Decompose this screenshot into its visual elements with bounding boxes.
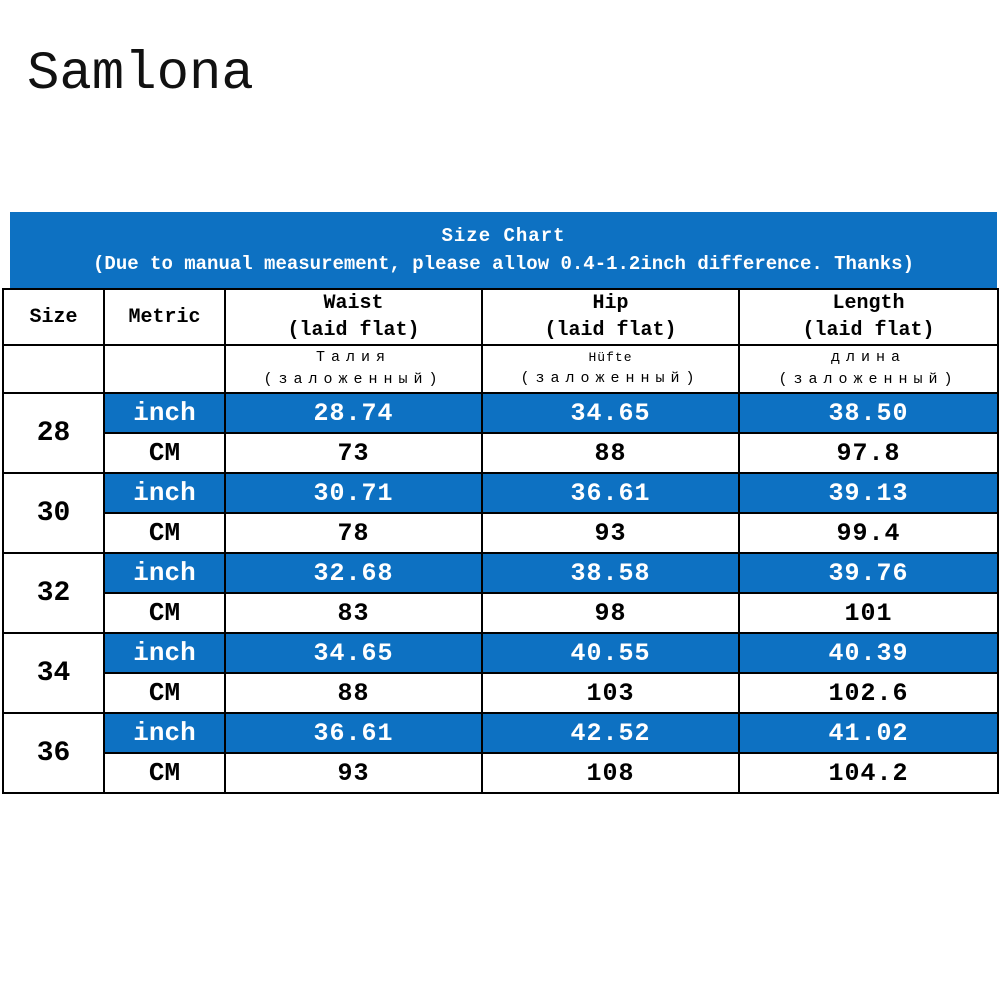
column-header-hip: Hip (laid flat) (481, 288, 740, 346)
waist-inch-value: 32.68 (224, 552, 483, 594)
unit-label-cm: CM (103, 752, 226, 794)
table-row: CM 88 103 102.6 (3, 672, 999, 714)
hip-inch-value: 34.65 (481, 392, 740, 434)
waist-inch-value: 36.61 (224, 712, 483, 754)
column-header-length-name: Length (832, 292, 905, 315)
length-inch-value: 39.76 (738, 552, 999, 594)
table-row: CM 73 88 97.8 (3, 432, 999, 474)
hip-translation: Hüfte (588, 350, 633, 366)
unit-label-cm: CM (103, 672, 226, 714)
size-value: 32 (2, 552, 105, 634)
column-header-length: Length (laid flat) (738, 288, 999, 346)
hip-cm-value: 88 (481, 432, 740, 474)
unit-label-cm: CM (103, 512, 226, 554)
waist-inch-value: 34.65 (224, 632, 483, 674)
column-header-hip-qualifier: (laid flat) (544, 319, 677, 342)
column-header-metric: Metric (103, 288, 226, 346)
table-row: 28 inch 28.74 34.65 38.50 (2, 392, 999, 474)
waist-cm-value: 73 (224, 432, 483, 474)
empty-cell (2, 344, 105, 394)
hip-cm-value: 98 (481, 592, 740, 634)
hip-inch-value: 38.58 (481, 552, 740, 594)
waist-translation-qualifier: (заложенный) (263, 371, 444, 388)
waist-inch-value: 30.71 (224, 472, 483, 514)
column-translation-waist: Талия (заложенный) (224, 344, 483, 394)
unit-label-cm: CM (103, 592, 226, 634)
hip-inch-value: 36.61 (481, 472, 740, 514)
table-translation-row: Талия (заложенный) Hüfte (заложенный) дл… (2, 344, 999, 394)
hip-inch-value: 42.52 (481, 712, 740, 754)
table-row: 34 inch 34.65 40.55 40.39 (2, 632, 999, 714)
length-cm-value: 104.2 (738, 752, 999, 794)
hip-cm-value: 93 (481, 512, 740, 554)
length-inch-value: 39.13 (738, 472, 999, 514)
waist-cm-value: 83 (224, 592, 483, 634)
length-inch-value: 40.39 (738, 632, 999, 674)
size-chart-disclaimer: (Due to manual measurement, please allow… (93, 253, 914, 275)
column-header-waist-qualifier: (laid flat) (287, 319, 420, 342)
unit-label-cm: CM (103, 432, 226, 474)
length-translation: длина (830, 349, 906, 367)
size-value: 30 (2, 472, 105, 554)
unit-label-inch: inch (103, 712, 226, 754)
length-inch-value: 38.50 (738, 392, 999, 434)
column-header-waist-name: Waist (323, 292, 384, 315)
column-header-length-qualifier: (laid flat) (802, 319, 935, 342)
unit-label-inch: inch (103, 552, 226, 594)
waist-cm-value: 78 (224, 512, 483, 554)
length-inch-value: 41.02 (738, 712, 999, 754)
waist-cm-value: 93 (224, 752, 483, 794)
hip-cm-value: 103 (481, 672, 740, 714)
table-row: 36 inch 36.61 42.52 41.02 (2, 712, 999, 794)
unit-label-inch: inch (103, 472, 226, 514)
length-cm-value: 102.6 (738, 672, 999, 714)
hip-cm-value: 108 (481, 752, 740, 794)
length-cm-value: 99.4 (738, 512, 999, 554)
column-header-hip-name: Hip (592, 292, 629, 315)
column-header-waist: Waist (laid flat) (224, 288, 483, 346)
table-row: 32 inch 32.68 38.58 39.76 (2, 552, 999, 634)
unit-label-inch: inch (103, 392, 226, 434)
size-chart-title: Size Chart (441, 225, 566, 247)
waist-inch-value: 28.74 (224, 392, 483, 434)
length-cm-value: 101 (738, 592, 999, 634)
waist-cm-value: 88 (224, 672, 483, 714)
table-header-row: Size Metric Waist (laid flat) Hip (laid … (2, 288, 999, 346)
length-cm-value: 97.8 (738, 432, 999, 474)
hip-translation-qualifier: (заложенный) (520, 370, 701, 388)
hip-inch-value: 40.55 (481, 632, 740, 674)
table-row: CM 78 93 99.4 (3, 512, 999, 554)
column-translation-hip: Hüfte (заложенный) (481, 344, 740, 394)
table-row: 30 inch 30.71 36.61 39.13 (2, 472, 999, 554)
waist-translation: Талия (315, 349, 391, 367)
empty-cell (103, 344, 226, 394)
column-header-size: Size (2, 288, 105, 346)
size-value: 36 (2, 712, 105, 794)
length-translation-qualifier: (заложенный) (778, 371, 959, 388)
size-table: Size Metric Waist (laid flat) Hip (laid … (2, 288, 999, 794)
table-row: CM 93 108 104.2 (3, 752, 999, 794)
unit-label-inch: inch (103, 632, 226, 674)
table-row: CM 83 98 101 (3, 592, 999, 634)
brand-logo: Samlona (27, 44, 254, 105)
size-chart: Size Chart (Due to manual measurement, p… (2, 212, 999, 794)
column-translation-length: длина (заложенный) (738, 344, 999, 394)
size-value: 34 (2, 632, 105, 714)
size-value: 28 (2, 392, 105, 474)
size-chart-title-band: Size Chart (Due to manual measurement, p… (10, 212, 997, 288)
